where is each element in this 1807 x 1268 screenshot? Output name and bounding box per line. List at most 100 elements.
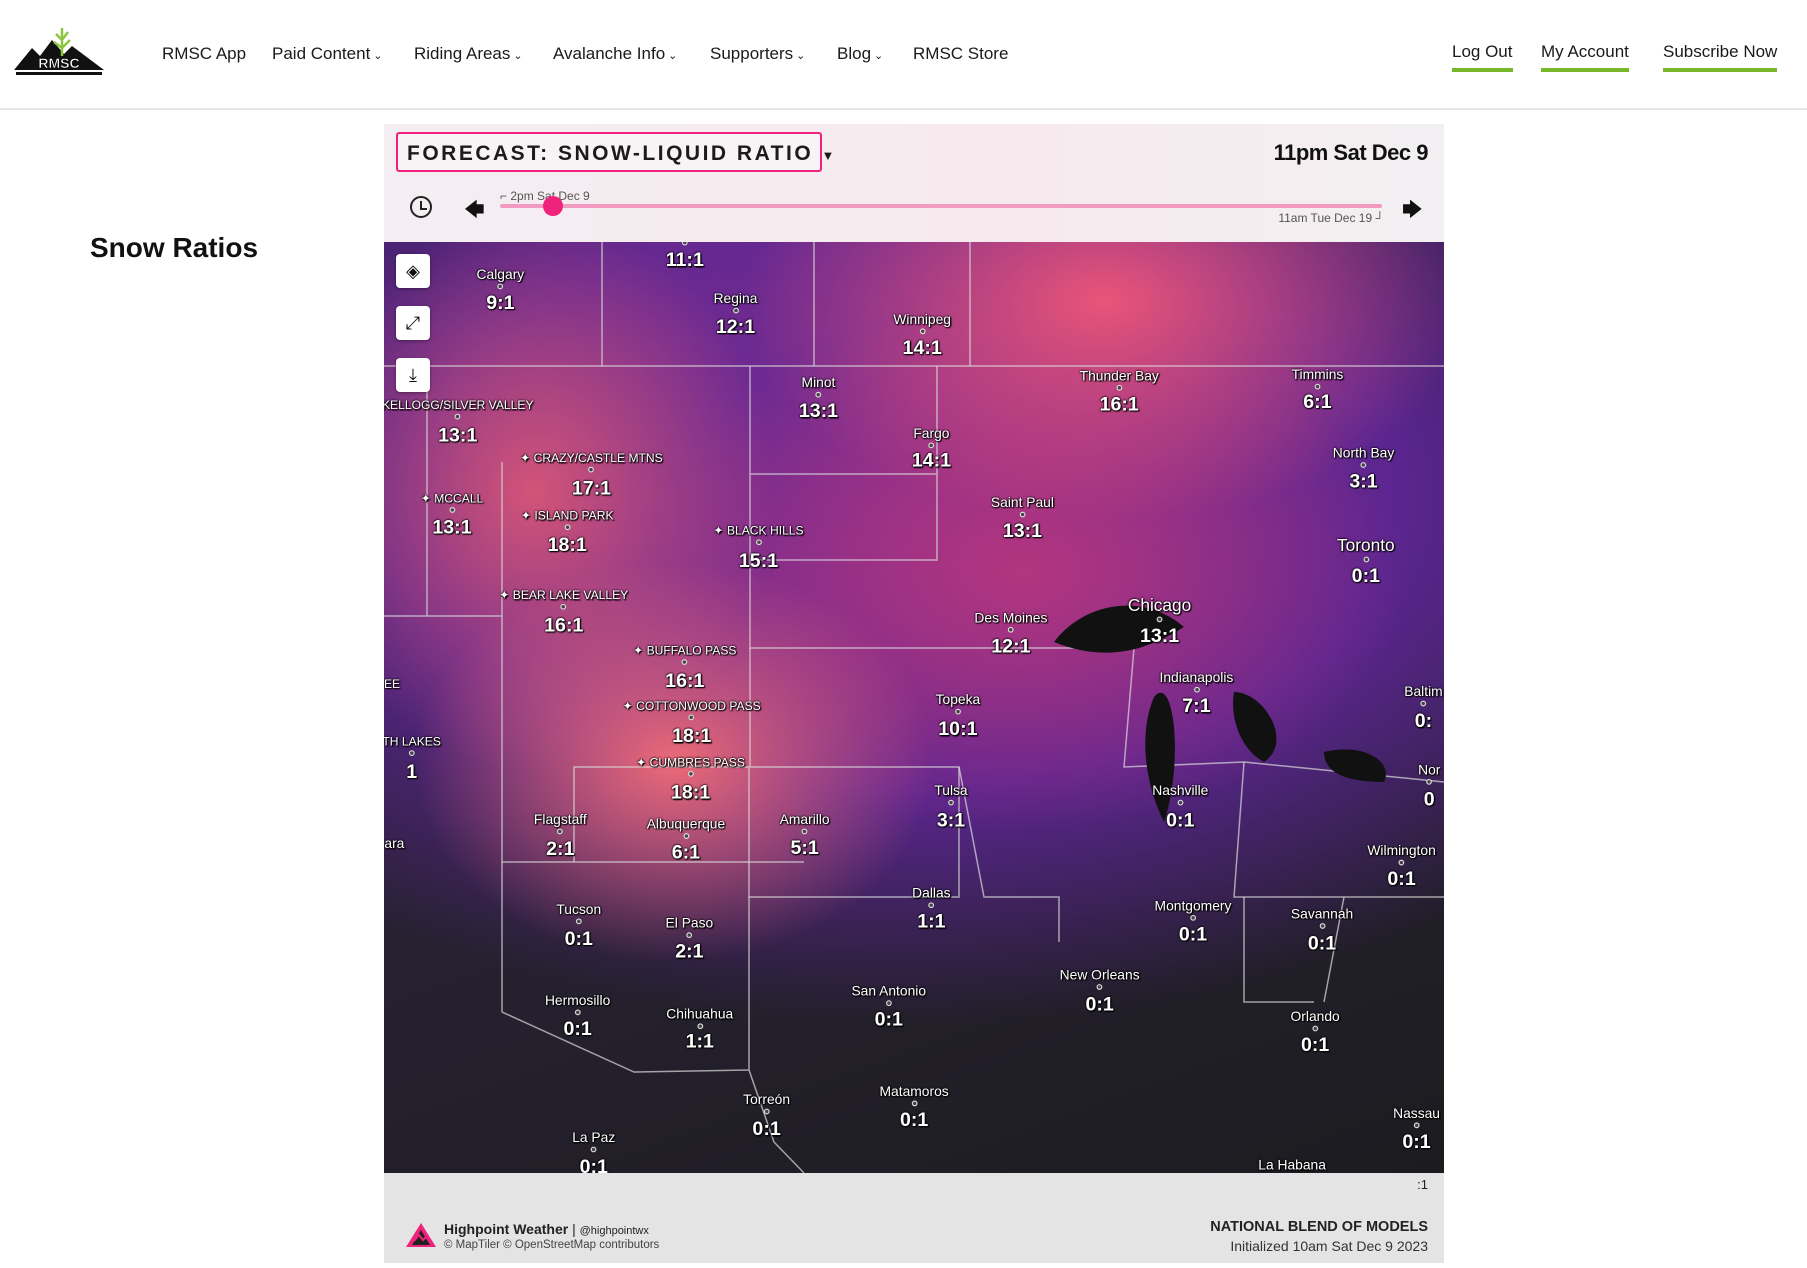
location-name: ✦ CRAZY/CASTLE MTNS	[520, 452, 663, 466]
snow-ratio-value: 13:1	[1139, 624, 1180, 647]
location-name-text: Torreón	[743, 1091, 791, 1108]
snow-ratio-value: 0:1	[1387, 867, 1416, 890]
forecast-type-dropdown[interactable]: FORECAST: SNOW-LIQUID RATIO ▼	[396, 132, 834, 172]
layers-icon[interactable]: ◈	[396, 254, 430, 288]
location-name-text: Thunder Bay	[1079, 367, 1159, 384]
ski-area-icon: ✦	[636, 755, 650, 770]
snow-ratio-value: 3:1	[1349, 470, 1378, 493]
next-arrow-icon[interactable]: 🡆	[1402, 199, 1423, 221]
location-dot-icon	[919, 328, 926, 335]
location-name: Baltim	[1404, 683, 1442, 699]
location-dot-icon	[1413, 1122, 1420, 1129]
location-dot-icon	[449, 507, 455, 513]
location-dot-icon	[955, 708, 961, 715]
location-dot-icon	[755, 539, 762, 546]
location-name-text: COTTONWOOD PASS	[636, 699, 761, 714]
nav-rmsc-app[interactable]: RMSC App	[162, 44, 246, 64]
location-name: Tulsa	[934, 782, 967, 798]
clock-icon[interactable]	[410, 196, 432, 218]
snow-ratio-value: 14:1	[911, 449, 951, 472]
snow-ratio-value: 17:1	[571, 477, 612, 499]
location-name: ✦ CUMBRES PASS	[636, 756, 745, 770]
location-dot-icon	[454, 413, 461, 420]
location-name-text: Flagstaff	[533, 811, 587, 828]
nav-label: RMSC Store	[913, 44, 1009, 63]
location-dot-icon	[696, 1023, 703, 1030]
map-label: ✦ CUMBRES PASS 18:1	[636, 756, 745, 803]
nav-supporters[interactable]: Supporters ⌄	[710, 44, 805, 64]
fullscreen-icon[interactable]: ⤢	[396, 306, 430, 340]
location-dot-icon	[560, 603, 567, 610]
location-dot-icon	[1362, 556, 1369, 563]
snow-ratio-value: 16:1	[544, 614, 584, 637]
location-name: North Bay	[1333, 445, 1394, 461]
subscribe-now-link[interactable]: Subscribe Now	[1663, 42, 1778, 72]
snow-ratio-value: 0:1	[1402, 1130, 1431, 1153]
map-label: TH LAKES 1	[384, 735, 441, 782]
nav-rmsc-store[interactable]: RMSC Store	[913, 44, 1008, 64]
map-label: ✦ BEAR LAKE VALLEY 16:1	[499, 589, 628, 636]
snow-ratio-value: 0:1	[1085, 993, 1114, 1016]
brand-name: Highpoint Weather	[444, 1221, 569, 1237]
snow-ratio-value: 3:1	[936, 808, 966, 831]
location-name: Timmins	[1292, 366, 1344, 382]
snow-ratio-value: 1:1	[685, 1030, 714, 1053]
location-dot-icon	[1360, 462, 1367, 468]
my-account-link[interactable]: My Account	[1541, 42, 1629, 72]
location-name-text: Hermosillo	[544, 992, 611, 1009]
map-label: Savannah 0:1	[1291, 906, 1353, 954]
map-label: Des Moines 12:1	[974, 610, 1047, 657]
location-name: Nor	[1418, 762, 1440, 778]
snow-ratio-value: 6:1	[1303, 390, 1332, 413]
timeline-slider[interactable]	[500, 204, 1382, 208]
location-name: ✦ BUFFALO PASS	[633, 644, 736, 658]
location-name: Indianapolis	[1160, 670, 1234, 686]
brand-handle[interactable]: @highpointwx	[579, 1225, 649, 1237]
location-name: Des Moines	[974, 610, 1047, 626]
nav-riding-areas[interactable]: Riding Areas ⌄	[414, 44, 523, 64]
nav-avalanche-info[interactable]: Avalanche Info ⌄	[553, 44, 677, 64]
map-label: ✦ BUFFALO PASS 16:1	[633, 644, 736, 691]
location-dot-icon	[1177, 799, 1184, 806]
log-out-link[interactable]: Log Out	[1452, 42, 1513, 72]
timeline-slider-handle[interactable]	[543, 196, 564, 216]
snow-ratio-value: 2:1	[675, 940, 704, 963]
map-credits[interactable]: © MapTiler © OpenStreetMap contributors	[444, 1239, 660, 1251]
map-label: Topeka 10:1	[936, 691, 981, 739]
location-name-text: CUMBRES PASS	[649, 755, 745, 770]
map-label: Tucson 0:1	[556, 901, 602, 949]
snow-ratio-value: 1	[406, 760, 418, 783]
nav-blog[interactable]: Blog ⌄	[837, 44, 883, 64]
location-dot-icon	[1420, 700, 1427, 707]
location-dot-icon	[1193, 686, 1200, 693]
map-label: Calgary 9:1	[477, 266, 525, 313]
location-name-text: EE	[384, 677, 401, 692]
previous-arrow-icon[interactable]: 🡄	[464, 199, 485, 221]
location-name-text: San Antonio	[851, 982, 927, 1000]
location-name: Orlando	[1291, 1008, 1340, 1024]
location-name: EE	[384, 678, 400, 692]
map-label: Indianapolis 7:1	[1160, 670, 1234, 717]
location-dot-icon	[801, 828, 808, 835]
map-label: Hermosillo 0:1	[544, 992, 611, 1039]
snow-ratio-value: 0:1	[874, 1008, 903, 1031]
location-name-text: La Habana	[1258, 1157, 1326, 1173]
location-name-text: BLACK HILLS	[726, 524, 804, 539]
forecast-type-label: FORECAST: SNOW-LIQUID RATIO	[407, 142, 814, 165]
map-label: Montgomery 0:1	[1155, 898, 1232, 945]
location-dot-icon	[683, 833, 689, 839]
download-icon[interactable]: ⤓	[396, 358, 430, 392]
location-name: ✦ ISLAND PARK	[521, 509, 614, 523]
map-label: ara	[384, 835, 404, 851]
location-name: New Orleans	[1060, 967, 1140, 983]
map-label: La Habana	[1258, 1157, 1326, 1173]
rmsc-logo[interactable]: RMSC	[14, 26, 104, 78]
nav-paid-content[interactable]: Paid Content ⌄	[272, 44, 383, 64]
map-label: San Antonio 0:1	[851, 982, 927, 1030]
location-name: Minot	[802, 375, 836, 391]
location-name: Winnipeg	[893, 311, 951, 327]
ski-area-icon: ✦	[713, 524, 727, 539]
location-name-text: Tucson	[556, 901, 602, 918]
weather-map[interactable]: ◈ ⤢ ⤓ 11:1 Calgary 9:1 Regina 12:1 Winnipeg 14…	[384, 242, 1444, 1173]
forecast-toolbar: FORECAST: SNOW-LIQUID RATIO ▼ 11pm Sat D…	[384, 124, 1444, 242]
